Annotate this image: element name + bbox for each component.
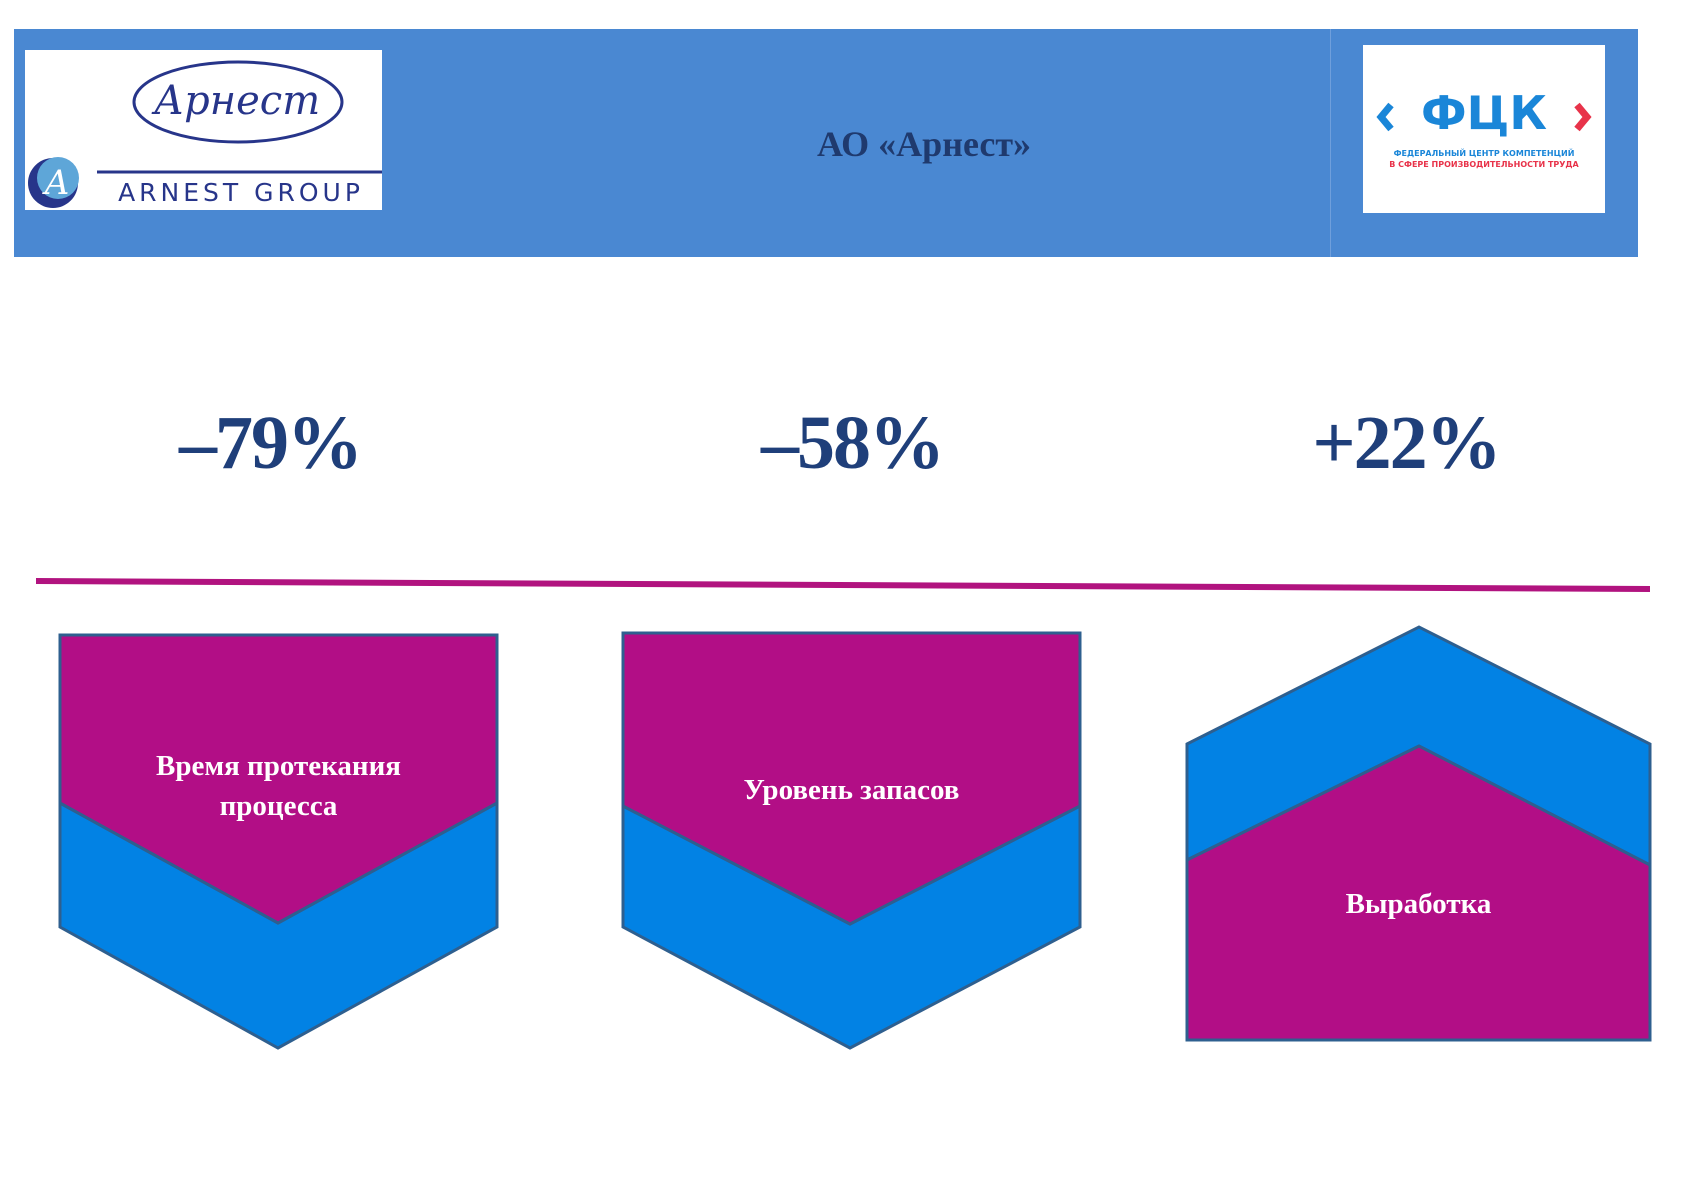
fck-line2: В СФЕРЕ ПРОИЗВОДИТЕЛЬНОСТИ ТРУДА — [1389, 160, 1579, 169]
down-chevron-shape-2 — [621, 631, 1082, 1050]
fck-line1: ФЕДЕРАЛЬНЫЙ ЦЕНТР КОМПЕТЕНЦИЙ — [1394, 147, 1575, 158]
metric-label-2: Уровень запасов — [743, 774, 960, 806]
fck-logo-graphic: ФЦК ФЕДЕРАЛЬНЫЙ ЦЕНТР КОМПЕТЕНЦИЙ В СФЕР… — [1376, 86, 1592, 169]
arnest-script-text: Арнест — [151, 78, 320, 124]
header-divider — [1330, 29, 1331, 257]
metric-value-1: –79% — [179, 401, 363, 485]
metric-value-3: +22% — [1312, 401, 1501, 485]
svg-text:A: A — [42, 163, 70, 203]
fck-mark-text: ФЦК — [1421, 86, 1547, 140]
arnest-logo: Арнест ARNEST GROUP A — [25, 50, 382, 210]
page-title: АО «Арнест» — [816, 124, 1032, 164]
up-chevron-shape-3 — [1185, 625, 1652, 1042]
down-chevron-shape-1 — [58, 633, 499, 1050]
metric-label-3: Выработка — [1345, 888, 1492, 920]
fck-logo: ФЦК ФЕДЕРАЛЬНЫЙ ЦЕНТР КОМПЕТЕНЦИЙ В СФЕР… — [1363, 45, 1605, 213]
arnest-group-text: ARNEST GROUP — [118, 178, 364, 207]
arnest-logo-graphic: Арнест ARNEST GROUP A — [28, 60, 382, 208]
metric-label-1: Время протекания процесса — [60, 746, 497, 826]
metric-label-1-line2: процесса — [219, 790, 338, 822]
metric-label-1-line1: Время протекания — [156, 750, 401, 782]
metric-value-2: –58% — [761, 401, 945, 485]
header-bar: Арнест ARNEST GROUP A АО «Арнест» ФЦК ФЕ… — [14, 29, 1638, 257]
